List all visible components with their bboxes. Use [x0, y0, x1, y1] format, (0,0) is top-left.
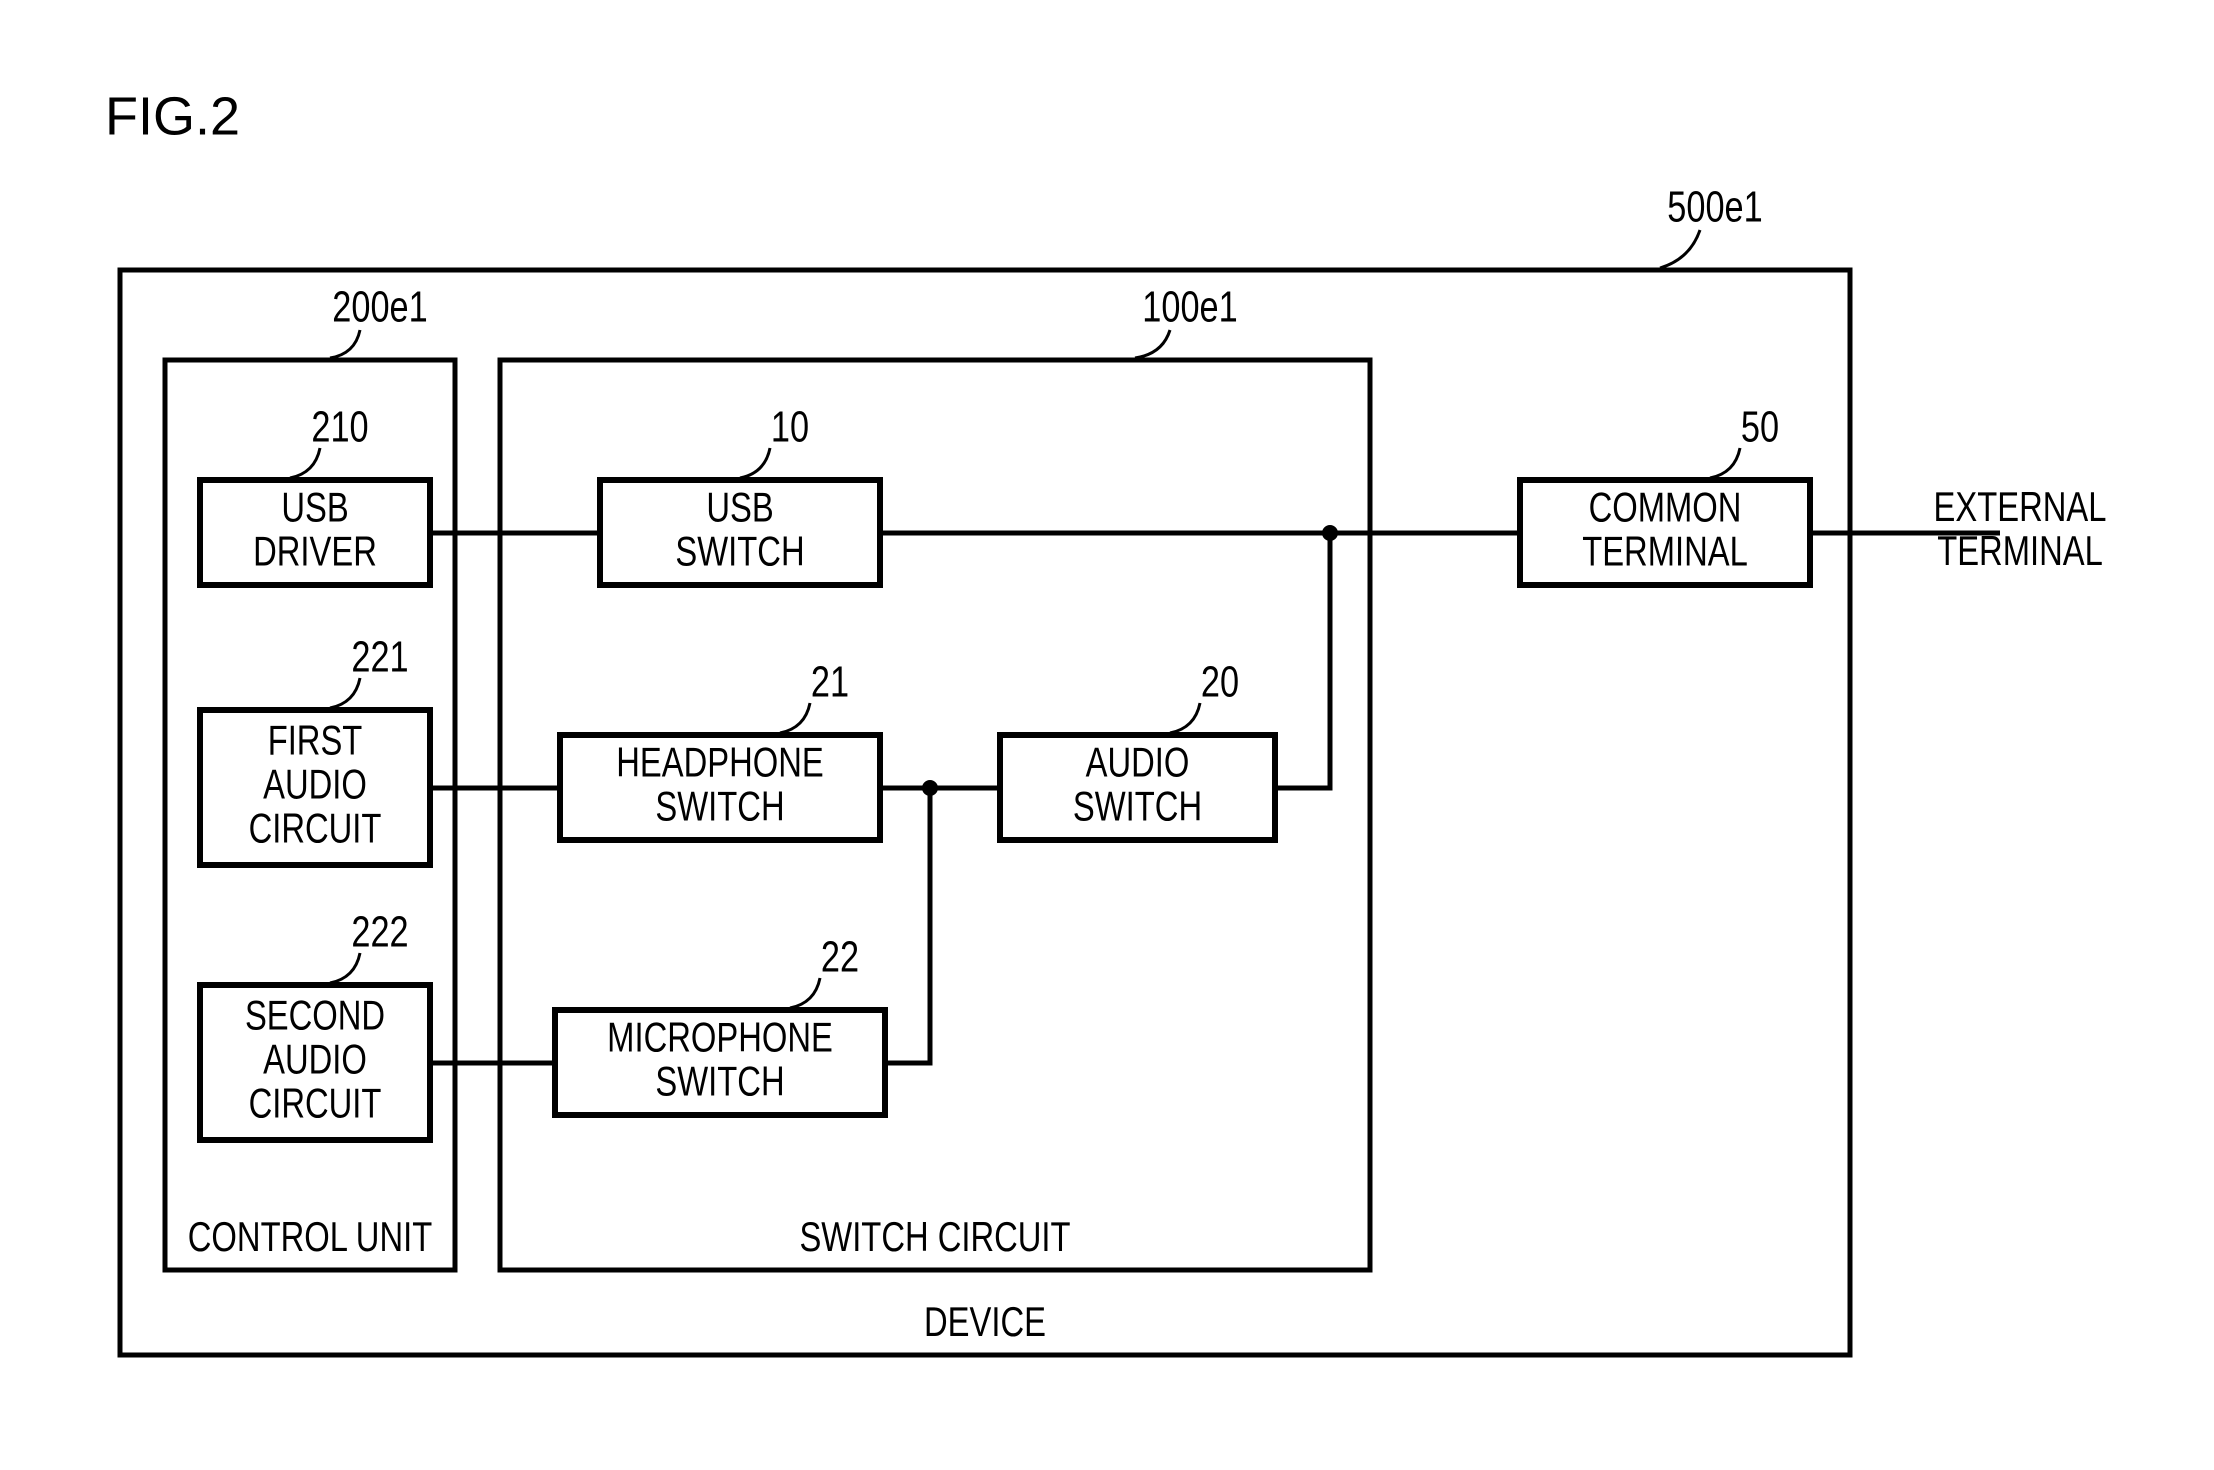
switch-circuit-label: SWITCH CIRCUIT	[799, 1213, 1070, 1260]
first-audio-text: FIRSTAUDIOCIRCUIT	[249, 717, 382, 852]
audio-switch-text-line: AUDIO	[1086, 739, 1190, 786]
second-audio-text-line: SECOND	[245, 992, 385, 1039]
ref-device: 500e1	[1667, 183, 1762, 232]
ref-usb_switch: 10	[771, 403, 809, 452]
microphone-switch-text-line: MICROPHONE	[607, 1014, 833, 1061]
common-terminal-text-line: COMMON	[1589, 484, 1742, 531]
usb-switch-text-line: USB	[706, 484, 773, 531]
audio-switch-text-line: SWITCH	[1073, 783, 1202, 830]
ref-switch_circuit: 100e1	[1142, 283, 1237, 332]
external-terminal-label: EXTERNALTERMINAL	[1934, 483, 2107, 574]
block-diagram: FIG.2 DEVICE CONTROL UNIT SWITCH CIRCUIT USB…	[0, 0, 2214, 1470]
junction-j_audio_usb	[1322, 525, 1338, 541]
audio-switch-text: AUDIOSWITCH	[1073, 739, 1202, 830]
second-audio-text: SECONDAUDIOCIRCUIT	[245, 992, 385, 1127]
figure-title: FIG.2	[105, 86, 240, 146]
switch-circuit-label-line: SWITCH CIRCUIT	[799, 1213, 1070, 1260]
second-audio-text-line: AUDIO	[263, 1036, 367, 1083]
microphone-switch-text-line: SWITCH	[655, 1058, 784, 1105]
headphone-switch-text-line: HEADPHONE	[616, 739, 823, 786]
headphone-switch-text-line: SWITCH	[655, 783, 784, 830]
ref-common_terminal: 50	[1741, 403, 1779, 452]
usb-driver-text-line: USB	[281, 484, 348, 531]
device-label-line: DEVICE	[924, 1298, 1046, 1345]
ref-microphone_switch: 22	[821, 933, 859, 982]
first-audio-text-line: CIRCUIT	[249, 805, 382, 852]
ref-audio_switch: 20	[1201, 658, 1239, 707]
second-audio-text-line: CIRCUIT	[249, 1080, 382, 1127]
ref-usb_driver: 210	[311, 403, 368, 452]
lead-device	[1660, 230, 1700, 268]
common-terminal-text-line: TERMINAL	[1582, 528, 1748, 575]
first-audio-text-line: AUDIO	[263, 761, 367, 808]
first-audio-text-line: FIRST	[268, 717, 363, 764]
ref-control_unit: 200e1	[332, 283, 427, 332]
ref-second_audio: 222	[351, 908, 408, 957]
device-label: DEVICE	[924, 1298, 1046, 1345]
junction-j_headphone_mic	[922, 780, 938, 796]
external-terminal-label-line: EXTERNAL	[1934, 483, 2107, 530]
ref-first_audio: 221	[351, 633, 408, 682]
ref-headphone_switch: 21	[811, 658, 849, 707]
control-unit-label-line: CONTROL UNIT	[188, 1213, 432, 1260]
usb-driver-text-line: DRIVER	[253, 528, 377, 575]
external-terminal-label-line: TERMINAL	[1937, 527, 2103, 574]
common-terminal-text: COMMONTERMINAL	[1582, 484, 1748, 575]
control-unit-label: CONTROL UNIT	[188, 1213, 432, 1260]
usb-switch-text-line: SWITCH	[675, 528, 804, 575]
